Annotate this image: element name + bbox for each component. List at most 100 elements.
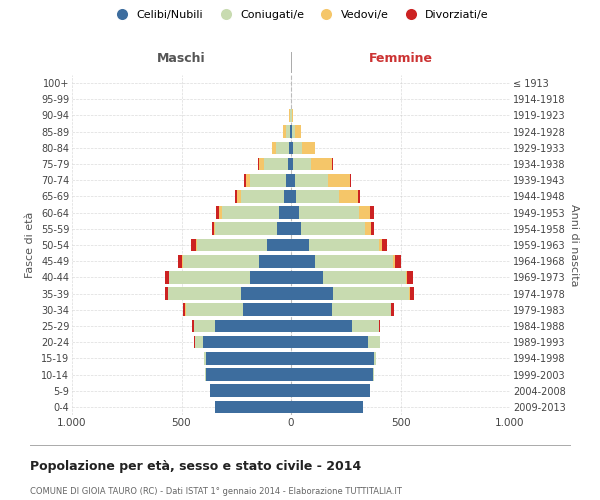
Bar: [258, 158, 259, 170]
Bar: [250, 174, 286, 186]
Bar: [259, 158, 263, 170]
Bar: [289, 142, 291, 154]
Bar: [196, 238, 197, 252]
Bar: [275, 142, 289, 154]
Bar: [291, 384, 370, 397]
Bar: [292, 109, 293, 122]
Bar: [328, 174, 350, 186]
Bar: [296, 190, 338, 202]
Bar: [359, 206, 370, 219]
Bar: [291, 320, 352, 332]
Bar: [215, 320, 291, 332]
Bar: [350, 174, 352, 186]
Bar: [277, 222, 291, 235]
Bar: [238, 190, 241, 202]
Bar: [291, 352, 374, 364]
Bar: [243, 304, 291, 316]
Bar: [283, 126, 286, 138]
Bar: [379, 238, 382, 252]
Bar: [291, 400, 363, 413]
Bar: [279, 206, 291, 219]
Bar: [323, 271, 406, 283]
Bar: [290, 126, 291, 138]
Bar: [178, 255, 182, 268]
Bar: [291, 304, 332, 316]
Bar: [291, 288, 332, 300]
Bar: [241, 190, 284, 202]
Bar: [308, 238, 379, 252]
Bar: [241, 288, 291, 300]
Bar: [299, 206, 359, 219]
Bar: [291, 174, 295, 186]
Bar: [371, 222, 374, 235]
Bar: [220, 206, 222, 219]
Bar: [295, 174, 328, 186]
Bar: [203, 336, 291, 348]
Bar: [250, 271, 291, 283]
Bar: [182, 255, 259, 268]
Bar: [352, 320, 379, 332]
Bar: [212, 222, 214, 235]
Bar: [410, 288, 414, 300]
Bar: [194, 336, 203, 348]
Bar: [235, 190, 238, 202]
Bar: [291, 271, 323, 283]
Bar: [215, 222, 277, 235]
Bar: [194, 320, 215, 332]
Bar: [186, 304, 243, 316]
Bar: [286, 126, 290, 138]
Bar: [191, 238, 196, 252]
Bar: [169, 288, 241, 300]
Bar: [215, 400, 291, 413]
Text: COMUNE DI GIOIA TAURO (RC) - Dati ISTAT 1° gennaio 2014 - Elaborazione TUTTITALI: COMUNE DI GIOIA TAURO (RC) - Dati ISTAT …: [30, 488, 402, 496]
Bar: [409, 288, 410, 300]
Bar: [197, 238, 267, 252]
Bar: [193, 320, 194, 332]
Bar: [164, 271, 169, 283]
Bar: [292, 126, 295, 138]
Bar: [291, 368, 373, 381]
Bar: [291, 126, 292, 138]
Bar: [407, 271, 413, 283]
Bar: [395, 255, 401, 268]
Bar: [214, 222, 215, 235]
Bar: [302, 142, 314, 154]
Bar: [291, 142, 293, 154]
Bar: [301, 222, 365, 235]
Bar: [206, 368, 291, 381]
Bar: [272, 142, 275, 154]
Bar: [368, 336, 380, 348]
Bar: [332, 288, 409, 300]
Bar: [295, 126, 301, 138]
Bar: [391, 304, 394, 316]
Bar: [338, 190, 358, 202]
Bar: [332, 304, 391, 316]
Bar: [206, 352, 291, 364]
Text: Maschi: Maschi: [157, 52, 206, 65]
Bar: [222, 206, 279, 219]
Bar: [291, 222, 301, 235]
Y-axis label: Fasce di età: Fasce di età: [25, 212, 35, 278]
Legend: Celibi/Nubili, Coniugati/e, Vedovi/e, Divorziati/e: Celibi/Nubili, Coniugati/e, Vedovi/e, Di…: [107, 6, 493, 25]
Bar: [374, 352, 376, 364]
Y-axis label: Anni di nascita: Anni di nascita: [569, 204, 580, 286]
Bar: [263, 158, 288, 170]
Bar: [284, 190, 291, 202]
Bar: [169, 271, 250, 283]
Bar: [406, 271, 407, 283]
Bar: [370, 206, 374, 219]
Text: Popolazione per età, sesso e stato civile - 2014: Popolazione per età, sesso e stato civil…: [30, 460, 361, 473]
Bar: [267, 238, 291, 252]
Bar: [244, 174, 246, 186]
Bar: [315, 255, 393, 268]
Bar: [246, 174, 250, 186]
Bar: [210, 384, 291, 397]
Bar: [379, 320, 380, 332]
Bar: [205, 352, 206, 364]
Bar: [358, 190, 361, 202]
Bar: [291, 336, 368, 348]
Bar: [311, 158, 332, 170]
Bar: [393, 255, 395, 268]
Bar: [183, 304, 185, 316]
Bar: [291, 206, 299, 219]
